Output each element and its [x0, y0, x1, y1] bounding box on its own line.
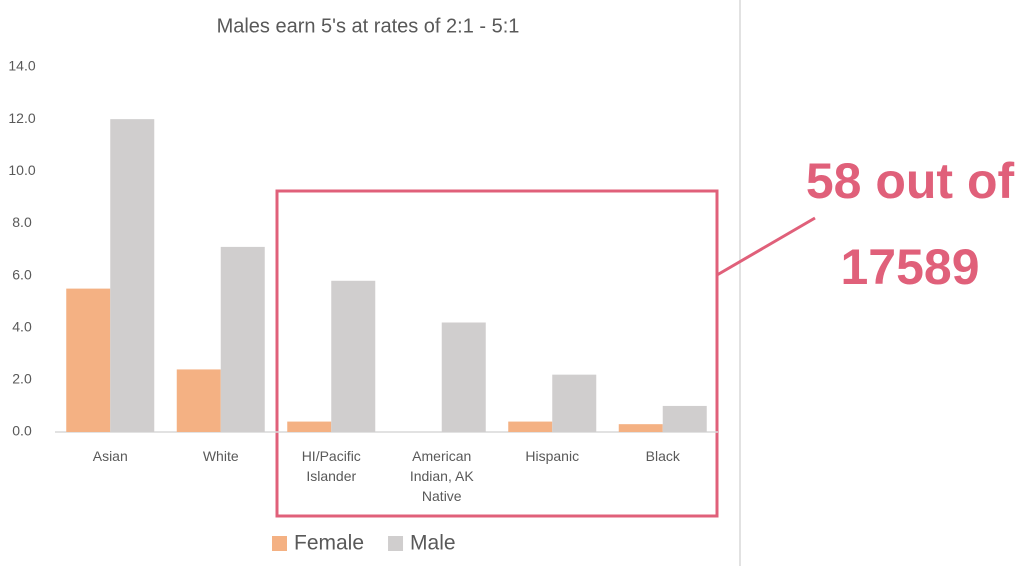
bar: [662, 405, 707, 432]
y-tick-label: 2.0: [12, 371, 32, 387]
legend-label: Female: [294, 532, 364, 555]
x-tick-label: HI/Pacific Islander: [301, 448, 361, 484]
y-tick-label: 8.0: [12, 214, 32, 230]
callout-line: [716, 216, 816, 277]
bar: [176, 369, 221, 432]
chart-title: Males earn 5's at rates of 2:1 - 5:1: [217, 15, 520, 37]
y-tick-label: 6.0: [12, 266, 32, 282]
x-tick-label: Asian: [92, 448, 128, 464]
bar: [110, 119, 155, 433]
annotation: 58 out of 17589: [805, 153, 1015, 295]
bar: [287, 421, 332, 432]
bar: [331, 280, 376, 432]
y-tick-label: 10.0: [8, 162, 35, 178]
legend-label: Male: [410, 532, 456, 555]
bar: [552, 374, 597, 432]
y-tick-label: 14.0: [8, 58, 35, 74]
legend-swatch: [388, 536, 404, 551]
highlight-box: [275, 189, 719, 518]
bar: [220, 246, 265, 432]
y-tick-label: 0.0: [12, 423, 32, 439]
y-tick-label: 4.0: [12, 318, 32, 334]
x-tick-label: Hispanic: [525, 448, 580, 464]
legend-swatch: [272, 536, 287, 551]
x-tick-label: Black: [645, 448, 680, 464]
bar: [441, 322, 486, 432]
bar: [508, 421, 553, 432]
x-tick-label: American Indian, AK Native: [409, 448, 474, 504]
x-tick-label: White: [202, 448, 239, 464]
bar: [66, 288, 111, 432]
y-tick-label: 12.0: [8, 110, 35, 126]
bar: [618, 424, 663, 432]
